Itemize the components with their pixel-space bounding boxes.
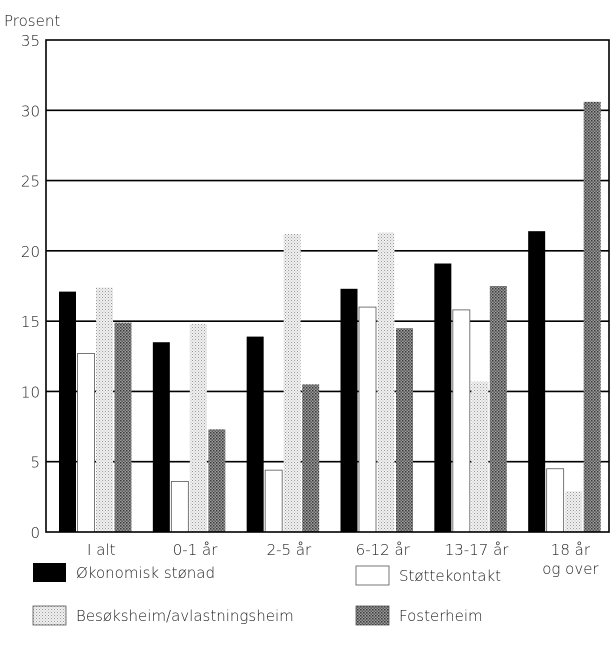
y-axis-label: Prosent — [4, 12, 60, 30]
bar — [114, 322, 132, 532]
bar — [396, 328, 413, 532]
legend-label: Støttekontakt — [399, 567, 501, 585]
bar — [434, 263, 452, 532]
bar — [264, 469, 283, 533]
category-label: 13-17 år — [445, 541, 510, 559]
legend-label: Besøksheim/avlastningsheim — [76, 607, 294, 625]
legend-label: Økonomisk stønad — [76, 564, 215, 582]
y-tick-label: 25 — [21, 173, 40, 191]
category-labels: I alt 0-1 år 2-5 år 6-12 år 13-17 år 18 årog … — [87, 541, 599, 578]
bar — [246, 336, 264, 532]
bar — [77, 353, 95, 533]
category-label: I alt — [87, 541, 116, 559]
grid-lines — [46, 109, 609, 463]
y-tick-label: 0 — [30, 524, 40, 542]
y-tick-label: 35 — [21, 32, 40, 50]
y-tick-label: 30 — [21, 102, 40, 120]
bar — [528, 231, 546, 533]
bar — [565, 491, 583, 532]
category-label: 18 år — [551, 541, 591, 559]
bar — [583, 101, 601, 532]
plot-frame — [45, 39, 610, 533]
category-label: 6-12 år — [356, 541, 411, 559]
bar — [170, 480, 189, 533]
bar — [283, 233, 301, 532]
bar — [208, 429, 226, 532]
bar — [452, 309, 471, 533]
legend-label: Fosterheim — [399, 607, 483, 625]
bar — [546, 468, 565, 533]
y-tick-label: 20 — [21, 243, 40, 261]
y-tick-label: 5 — [30, 454, 40, 472]
legend-swatch — [355, 605, 390, 626]
category-label: 2-5 år — [267, 541, 312, 559]
legend-swatch — [355, 565, 390, 586]
bar — [302, 384, 320, 532]
y-tick-label: 10 — [21, 383, 40, 401]
bar — [471, 381, 489, 532]
legend-swatch — [32, 605, 67, 626]
legend: Økonomisk stønad Støttekontakt Besøksheim/… — [32, 563, 501, 626]
y-tick-label: 15 — [21, 313, 40, 331]
bar — [152, 342, 170, 532]
bar — [189, 323, 207, 532]
bars — [59, 101, 601, 533]
bar — [340, 288, 358, 532]
bar — [96, 287, 113, 532]
bar — [489, 286, 507, 532]
bar — [377, 232, 395, 532]
category-label: 0-1 år — [173, 541, 218, 559]
bar — [59, 291, 76, 532]
category-label: og over — [542, 560, 599, 578]
legend-swatch — [33, 563, 66, 582]
y-tick-labels: 0 5 10 15 20 25 30 35 — [21, 32, 40, 542]
bar — [358, 306, 377, 533]
